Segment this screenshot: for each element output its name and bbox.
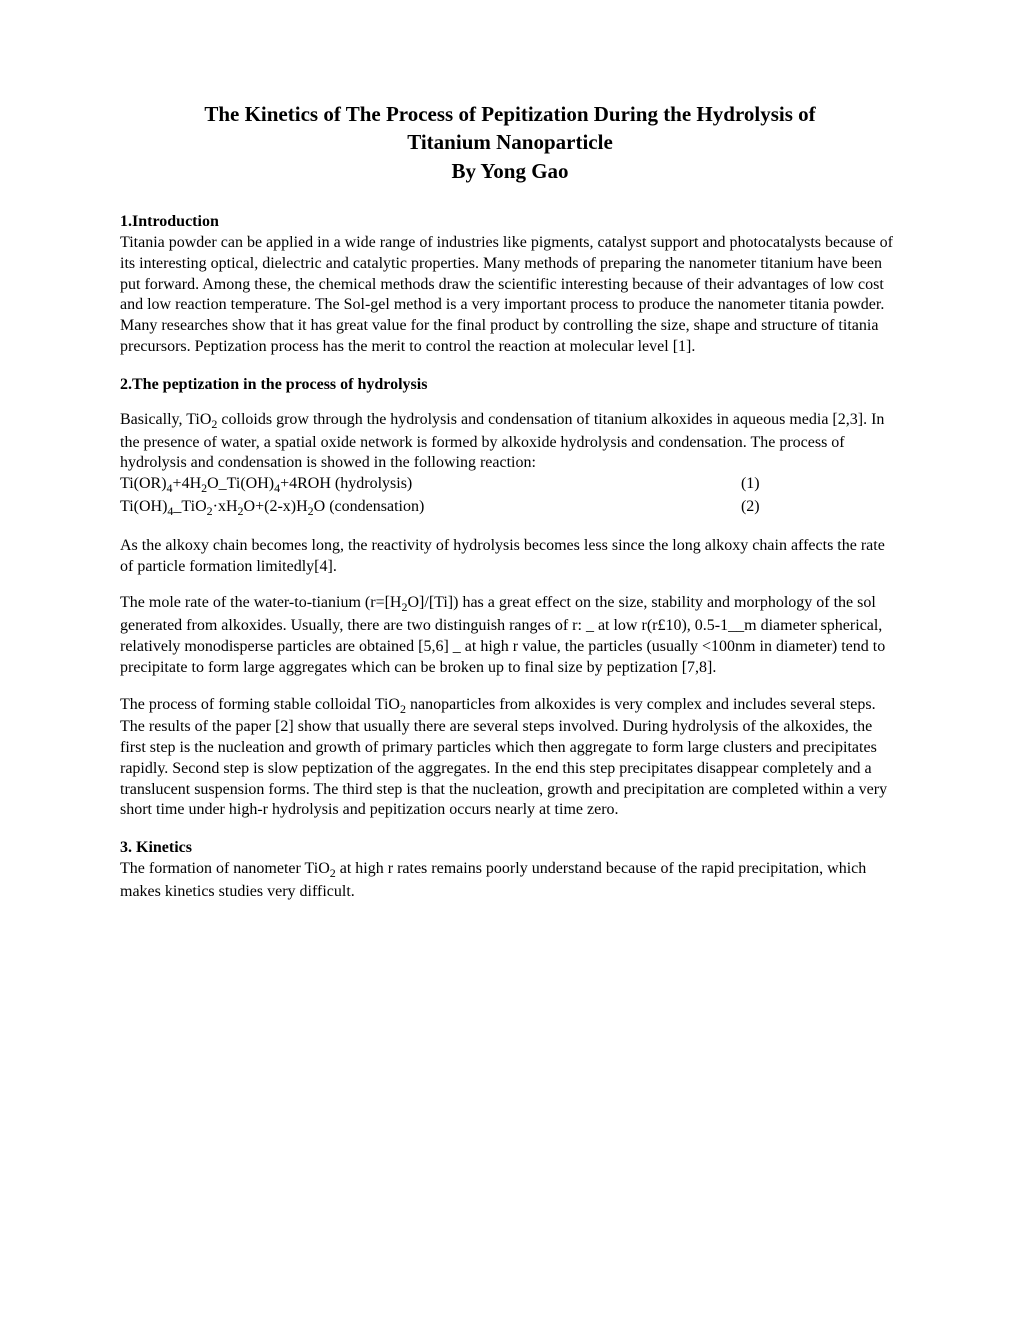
paper-title: The Kinetics of The Process of Pepitizat…: [120, 100, 900, 185]
section-2-paragraph-2: As the alkoxy chain becomes long, the re…: [120, 536, 900, 578]
title-line-1: The Kinetics of The Process of Pepitizat…: [120, 100, 900, 128]
section-2-paragraph-4: The process of forming stable colloidal …: [120, 695, 900, 822]
section-1-header: 1.Introduction: [120, 213, 900, 231]
equation-1: Ti(OR)4+4H2O_Ti(OH)4+4ROH (hydrolysis) (…: [120, 474, 760, 497]
equation-2-text: Ti(OH)4_TiO2·xH2O+(2-x)H2O (condensation…: [120, 497, 721, 520]
s2p1-post: colloids grow through the hydrolysis and…: [120, 411, 884, 472]
section-3-header: 3. Kinetics: [120, 839, 900, 857]
section-3-paragraph-1: The formation of nanometer TiO2 at high …: [120, 859, 900, 903]
equation-2: Ti(OH)4_TiO2·xH2O+(2-x)H2O (condensation…: [120, 497, 760, 520]
title-line-3: By Yong Gao: [120, 157, 900, 185]
page-container: The Kinetics of The Process of Pepitizat…: [0, 0, 1020, 979]
section-1-paragraph-1: Titania powder can be applied in a wide …: [120, 233, 900, 358]
equation-1-number: (1): [741, 474, 760, 497]
section-2-paragraph-3: The mole rate of the water-to-tianium (r…: [120, 593, 900, 678]
s2p1-pre: Basically, TiO: [120, 411, 211, 428]
section-2-paragraph-1: Basically, TiO2 colloids grow through th…: [120, 410, 900, 474]
section-2-header: 2.The peptization in the process of hydr…: [120, 376, 900, 394]
equation-2-number: (2): [741, 497, 760, 520]
title-line-2: Titanium Nanoparticle: [120, 128, 900, 156]
equation-1-text: Ti(OR)4+4H2O_Ti(OH)4+4ROH (hydrolysis): [120, 474, 721, 497]
